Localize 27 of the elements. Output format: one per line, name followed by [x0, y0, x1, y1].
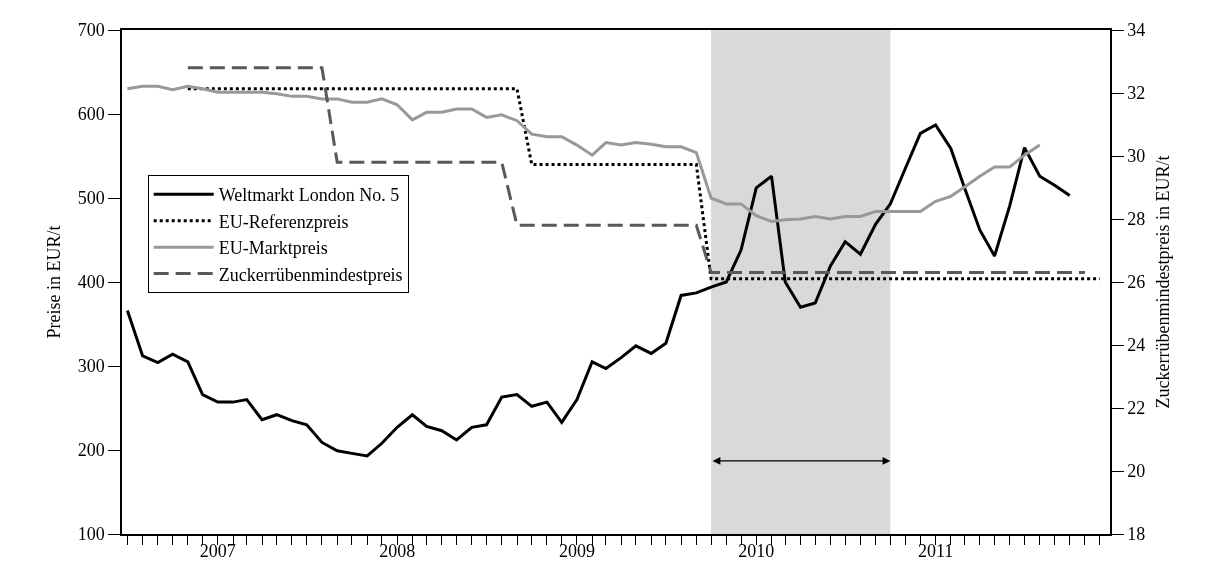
y-tick-label: 200: [77, 440, 105, 461]
y2-tick-label: 24: [1127, 335, 1146, 356]
y2-tick-label: 20: [1127, 461, 1146, 482]
legend-label: EU-Referenzpreis: [218, 211, 349, 232]
x-tick-label: 2008: [379, 541, 416, 562]
y2-tick-label: 28: [1127, 209, 1146, 230]
x-tick-label: 2011: [917, 541, 954, 562]
y-tick-label: 400: [77, 272, 105, 293]
y2-tick-label: 32: [1127, 83, 1146, 104]
x-tick-label: 2010: [738, 541, 775, 562]
y-tick-label: 500: [77, 188, 105, 209]
legend-label: EU-Marktpreis: [218, 238, 328, 259]
y-tick-label: 100: [77, 524, 105, 545]
y2-axis-title: Zuckerrübenmindestpreis in EUR/t: [1152, 155, 1173, 409]
x-tick-label: 2009: [558, 541, 595, 562]
y-tick-label: 600: [77, 104, 105, 125]
y2-tick-label: 34: [1127, 20, 1146, 41]
y-tick-label: 700: [77, 20, 105, 41]
y2-tick-label: 30: [1127, 146, 1146, 167]
y-tick-label: 300: [77, 356, 105, 377]
y2-tick-label: 26: [1127, 272, 1146, 293]
legend-label: Weltmarkt London No. 5: [218, 185, 400, 206]
y2-tick-label: 18: [1127, 524, 1146, 545]
y2-tick-label: 22: [1127, 398, 1146, 419]
y-axis-title: Preise in EUR/t: [44, 225, 65, 339]
x-tick-label: 2007: [199, 541, 236, 562]
legend-label: Zuckerrübenmindestpreis: [218, 264, 403, 285]
